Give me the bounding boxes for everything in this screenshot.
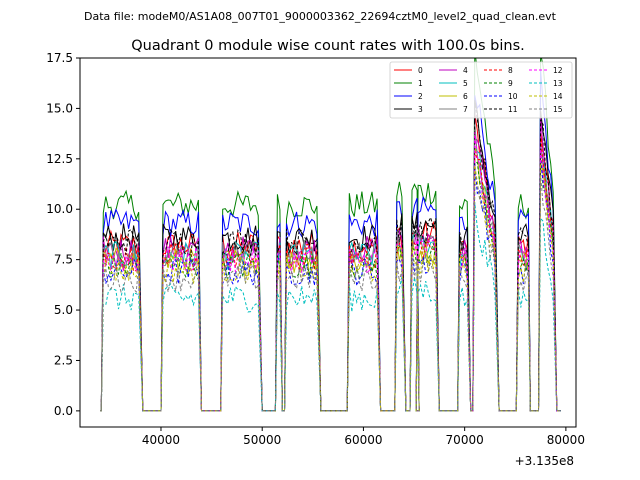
legend-frame: [389, 61, 573, 119]
series-line-13: [100, 202, 561, 412]
legend-label-13: 13: [553, 79, 563, 88]
legend-label-5: 5: [463, 79, 468, 88]
series-line-12: [100, 132, 561, 412]
legend-label-7: 7: [463, 105, 468, 114]
legend-label-2: 2: [418, 92, 423, 101]
legend-label-3: 3: [418, 105, 423, 114]
y-tick-label: 2.5: [54, 353, 73, 367]
legend-label-6: 6: [463, 92, 468, 101]
plot-frame: [79, 57, 577, 428]
series-line-8: [100, 137, 561, 412]
legend-label-8: 8: [508, 66, 513, 75]
y-tick-label: 5.0: [54, 303, 73, 317]
series-layer: [100, 58, 561, 412]
chart-subtitle: Data file: modeM0/AS1A08_007T01_90000033…: [84, 10, 557, 23]
legend-label-15: 15: [553, 105, 563, 114]
y-tick-label: 10.0: [46, 202, 73, 216]
y-tick-label: 12.5: [46, 152, 73, 166]
series-line-11: [100, 102, 561, 412]
x-tick-label: 60000: [344, 433, 382, 447]
x-tick-label: 80000: [547, 433, 585, 447]
x-axis: 40000 50000 60000 70000 80000: [142, 427, 585, 447]
series-line-4: [100, 117, 561, 412]
x-tick-label: 50000: [243, 433, 281, 447]
y-tick-label: 15.0: [46, 101, 73, 115]
x-offset-label: +3.135e8: [515, 454, 574, 468]
series-line-15: [100, 174, 561, 412]
y-tick-label: 0.0: [54, 404, 73, 418]
legend-label-10: 10: [508, 92, 518, 101]
y-axis: 0.0 2.5 5.0 7.5 10.0 12.5 15.0 17.5: [46, 51, 80, 418]
legend-label-1: 1: [418, 79, 423, 88]
legend-label-4: 4: [463, 66, 468, 75]
legend-label-12: 12: [553, 66, 563, 75]
x-tick-label: 40000: [142, 433, 180, 447]
series-line-6: [100, 147, 561, 412]
legend-label-11: 11: [508, 105, 518, 114]
legend-label-0: 0: [418, 66, 423, 75]
chart-title: Quadrant 0 module wise count rates with …: [131, 38, 525, 54]
legend-label-14: 14: [553, 92, 563, 101]
y-tick-label: 7.5: [54, 253, 73, 267]
legend-label-9: 9: [508, 79, 513, 88]
x-tick-label: 70000: [446, 433, 484, 447]
y-tick-label: 17.5: [46, 51, 73, 65]
